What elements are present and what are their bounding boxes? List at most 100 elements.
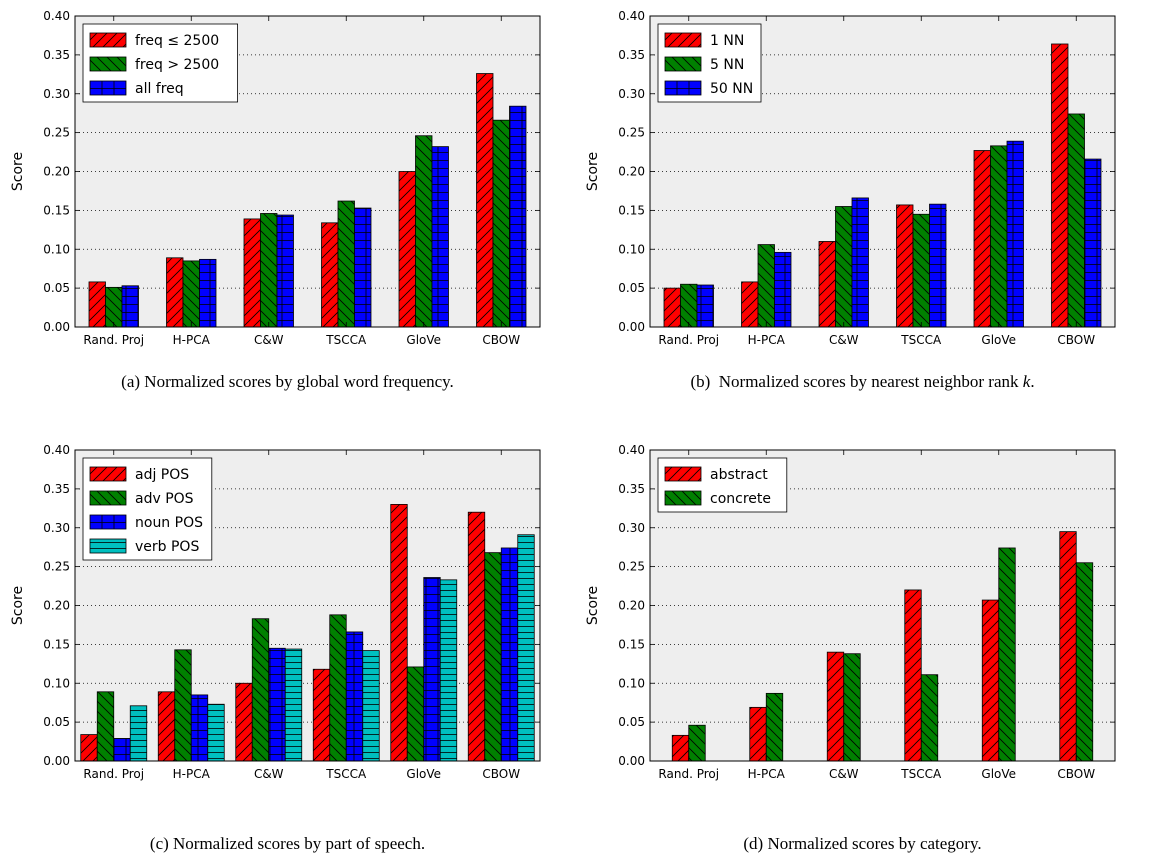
y-tick-label: 0.05	[618, 281, 645, 295]
x-tick-label: C&W	[829, 333, 859, 347]
y-tick-label: 0.30	[618, 521, 645, 535]
y-tick-label: 0.35	[618, 482, 645, 496]
bar-h-pca-all-freq	[199, 258, 217, 328]
y-tick-label: 0.05	[618, 715, 645, 729]
legend-label-1-nn: 1 NN	[710, 33, 744, 49]
y-tick-label: 0.05	[43, 281, 70, 295]
y-axis-label: Score	[585, 586, 601, 625]
legend-swatch-freq-2500	[89, 56, 127, 72]
bar-tscca-all-freq	[354, 207, 372, 328]
y-tick-label: 0.25	[618, 560, 645, 574]
y-tick-label: 0.40	[618, 443, 645, 457]
bar-cbow-freq-2500	[492, 119, 510, 328]
y-tick-label: 0.35	[43, 482, 70, 496]
caption-a: (a) Normalized scores by global word fre…	[121, 372, 454, 391]
y-tick-label: 0.15	[618, 203, 645, 217]
y-axis-label: Score	[10, 586, 26, 625]
plot-frame	[649, 449, 1116, 762]
bar-glove-concrete	[998, 547, 1016, 762]
x-tick-label: Rand. Proj	[83, 767, 144, 781]
legend-label-abstract: abstract	[710, 467, 768, 483]
x-tick-label: H-PCA	[748, 333, 786, 347]
bar-glove-freq-2500	[398, 171, 416, 328]
y-axis-label: Score	[585, 152, 601, 191]
y-axis-label: Score	[10, 152, 26, 191]
legend-swatch-1-nn	[664, 32, 702, 48]
bar-rand-proj-freq-2500	[88, 281, 106, 328]
bar-cbow-noun-pos	[500, 547, 519, 762]
legend-label-adv-pos: adv POS	[135, 491, 194, 507]
bar-rand-proj-adv-pos	[96, 691, 115, 762]
bar-c-w-adj-pos	[235, 682, 253, 762]
x-tick-label: CBOW	[1057, 767, 1095, 781]
y-tick-label: 0.30	[618, 87, 645, 101]
x-tick-label: Rand. Proj	[658, 333, 719, 347]
bar-tscca-adj-pos	[312, 668, 331, 762]
bar-tscca-abstract	[904, 589, 922, 762]
plot-frame	[649, 15, 1116, 328]
bar-cbow-freq-2500	[476, 73, 494, 328]
bar-glove-noun-pos	[423, 577, 441, 762]
bar-rand-proj-50-nn	[696, 284, 714, 328]
y-tick-label: 0.10	[618, 242, 645, 256]
x-tick-label: GloVe	[981, 333, 1016, 347]
x-tick-label: C&W	[254, 333, 284, 347]
bar-tscca-verb-pos	[362, 650, 380, 762]
bar-c-w-1-nn	[818, 241, 836, 328]
bar-c-w-concrete	[843, 653, 861, 762]
y-tick-label: 0.25	[43, 126, 70, 140]
x-tick-label: CBOW	[482, 767, 520, 781]
bar-h-pca-abstract	[749, 706, 767, 762]
x-tick-label: Rand. Proj	[658, 767, 719, 781]
bar-h-pca-50-nn	[774, 251, 792, 328]
bar-glove-5-nn	[990, 145, 1008, 328]
bar-h-pca-verb-pos	[207, 703, 225, 762]
bar-rand-proj-concrete	[688, 724, 706, 762]
bar-h-pca-1-nn	[741, 281, 759, 328]
chart-d: 0.00 0.05 0.10 0.15 0.20 0.25 0.30 0.35 0.40 Scor…	[585, 443, 1116, 781]
x-tick-label: H-PCA	[748, 767, 786, 781]
chart-c: 0.00 0.05 0.10 0.15 0.20 0.25 0.30 0.35 0.40 Scor…	[10, 443, 541, 781]
bar-cbow-all-freq	[509, 105, 527, 328]
x-tick-label: C&W	[254, 767, 284, 781]
bar-glove-verb-pos	[439, 579, 458, 762]
chart-panel-b: 0.00 0.05 0.10 0.15 0.20 0.25 0.30 0.35 0.40 Scor…	[575, 0, 1150, 434]
x-tick-label: TSCCA	[900, 333, 942, 347]
bar-cbow-50-nn	[1084, 158, 1102, 328]
bar-tscca-freq-2500	[337, 200, 355, 328]
chart-a: 0.00 0.05 0.10 0.15 0.20 0.25 0.30 0.35 0.40 Scor…	[10, 9, 541, 347]
bar-h-pca-freq-2500	[166, 257, 184, 328]
bar-cbow-1-nn	[1051, 43, 1069, 328]
y-tick-label: 0.40	[43, 443, 70, 457]
y-tick-label: 0.35	[618, 48, 645, 62]
legend-label-noun-pos: noun POS	[135, 515, 203, 531]
bar-tscca-concrete	[920, 674, 939, 762]
bar-c-w-5-nn	[835, 206, 853, 328]
legend-label-freq-2500: freq ≤ 2500	[135, 33, 219, 49]
y-tick-label: 0.00	[43, 754, 70, 768]
bar-cbow-adv-pos	[484, 552, 502, 762]
y-tick-label: 0.20	[43, 165, 70, 179]
x-tick-label: GloVe	[406, 767, 441, 781]
y-tick-label: 0.00	[618, 320, 645, 334]
bar-cbow-concrete	[1075, 562, 1094, 762]
bar-rand-proj-verb-pos	[129, 705, 148, 762]
bar-glove-adj-pos	[390, 504, 408, 762]
bar-glove-1-nn	[973, 150, 991, 328]
bar-tscca-noun-pos	[345, 631, 364, 762]
bar-c-w-all-freq	[276, 214, 294, 328]
legend-swatch-adj-pos	[89, 466, 127, 482]
bar-tscca-1-nn	[896, 204, 914, 328]
y-tick-label: 0.25	[43, 560, 70, 574]
y-tick-label: 0.20	[618, 165, 645, 179]
legend-swatch-verb-pos	[89, 538, 127, 554]
y-tick-label: 0.35	[43, 48, 70, 62]
bar-glove-adv-pos	[406, 666, 425, 762]
y-tick-label: 0.20	[618, 599, 645, 613]
legend-label-freq-2500: freq > 2500	[135, 57, 219, 73]
y-tick-label: 0.15	[43, 203, 70, 217]
legend-label-verb-pos: verb POS	[135, 539, 199, 555]
bar-c-w-freq-2500	[260, 213, 278, 328]
bar-tscca-freq-2500	[321, 222, 339, 328]
bar-c-w-noun-pos	[268, 647, 286, 762]
